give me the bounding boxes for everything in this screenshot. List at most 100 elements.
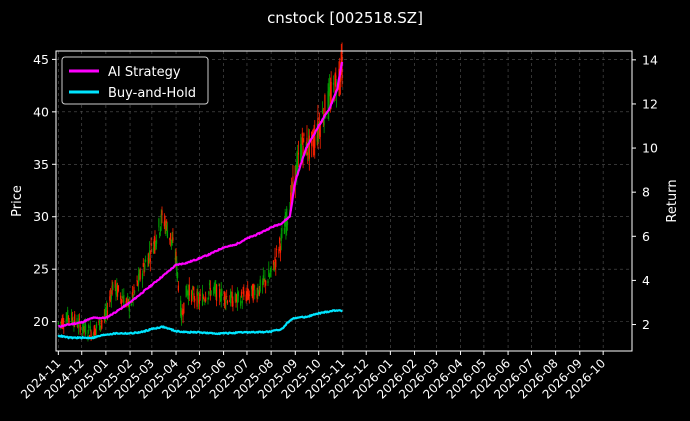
candle-body	[197, 291, 199, 294]
candle-body	[275, 248, 278, 250]
candle-body	[161, 210, 163, 216]
candle-body	[128, 301, 130, 311]
candle-body	[159, 233, 161, 235]
candle-body	[294, 166, 296, 187]
candle-body	[243, 290, 245, 297]
candle-body	[67, 310, 69, 323]
candle-body	[186, 289, 188, 295]
candle-body	[264, 277, 266, 279]
candle-body	[145, 260, 147, 262]
candle-body	[163, 221, 165, 227]
plot-frame	[55, 50, 633, 352]
candle-body	[147, 257, 149, 268]
candle-body	[88, 335, 91, 338]
candle-body	[323, 115, 325, 126]
candle-body	[155, 239, 158, 244]
candle-body	[300, 143, 302, 162]
candle-body	[175, 251, 177, 261]
candle-body	[138, 272, 140, 280]
candle-body	[142, 263, 144, 267]
candle-body	[120, 295, 122, 300]
candle-body	[229, 300, 231, 303]
candle-body	[174, 257, 176, 260]
candle-body	[333, 100, 335, 102]
candle-body	[253, 284, 255, 288]
candle-body	[131, 292, 133, 298]
candle-body	[316, 134, 318, 142]
candle-body	[111, 285, 113, 295]
candle-body	[181, 310, 183, 315]
candle-body	[182, 314, 184, 317]
candle-body	[78, 320, 80, 328]
y-left-tick-label: 45	[33, 52, 49, 67]
candle-body	[247, 288, 249, 297]
candle-body	[90, 331, 92, 338]
candle-body	[286, 208, 288, 226]
candle-body	[172, 237, 174, 241]
candle-body	[57, 322, 59, 324]
candle-body	[131, 303, 133, 306]
candle-body	[272, 260, 275, 265]
candle-body	[275, 260, 277, 267]
y-axis-left: 20 25 30 35 40 45	[33, 52, 56, 329]
candle-body	[334, 74, 336, 98]
candle-body	[226, 296, 228, 297]
candle-body	[208, 291, 210, 295]
y-left-tick-label: 30	[33, 209, 49, 224]
candle-body	[125, 300, 127, 306]
y-axis-right: 2 4 6 8 10 12 14	[632, 52, 658, 332]
candle-body	[209, 287, 211, 297]
candle-body	[329, 92, 331, 106]
candle-body	[307, 152, 309, 155]
candle-body	[322, 120, 324, 123]
candle-body	[297, 154, 299, 169]
candle-body	[231, 291, 233, 307]
candle-body	[105, 313, 107, 317]
candle-body	[236, 294, 238, 297]
candle-body	[330, 81, 332, 101]
candle-body	[143, 267, 145, 274]
candle-body	[191, 290, 193, 303]
candle-body	[219, 298, 222, 301]
candle-body	[332, 82, 335, 85]
candle-body	[286, 221, 289, 226]
candle-body	[116, 283, 118, 294]
candle-body	[248, 294, 250, 296]
candle-body	[199, 294, 201, 296]
candle-body	[278, 249, 280, 254]
y-right-tick-label: 8	[642, 185, 650, 200]
candle-body	[159, 227, 162, 232]
candle-body	[85, 324, 87, 335]
candle-body	[66, 317, 68, 320]
candle-body	[110, 294, 112, 300]
candle-body	[204, 300, 206, 302]
candle-body	[183, 302, 185, 313]
candle-body	[283, 228, 285, 234]
candle-body	[106, 310, 109, 316]
candle-body	[82, 321, 84, 331]
candle-body	[328, 88, 331, 93]
candle-body	[192, 287, 194, 289]
candle-body	[170, 239, 172, 242]
candle-body	[193, 293, 195, 300]
candle-body	[133, 287, 135, 293]
candle-body	[325, 115, 327, 118]
candle-body	[137, 281, 139, 286]
candle-body	[290, 186, 292, 201]
candle-body	[61, 318, 63, 328]
candle-body	[281, 229, 283, 231]
candle-body	[312, 140, 314, 148]
candle-body	[232, 301, 234, 307]
candle-body	[176, 261, 178, 274]
candle-body	[126, 298, 128, 303]
candle-body	[132, 295, 134, 301]
candle-body	[112, 284, 114, 291]
candle-body	[95, 328, 97, 330]
candle-body	[214, 287, 216, 291]
candle-body	[106, 305, 108, 313]
candle-body	[79, 324, 81, 333]
candle-body	[296, 160, 298, 177]
candle-body	[220, 288, 222, 301]
candle-body	[335, 75, 337, 79]
candle-body	[269, 272, 271, 276]
